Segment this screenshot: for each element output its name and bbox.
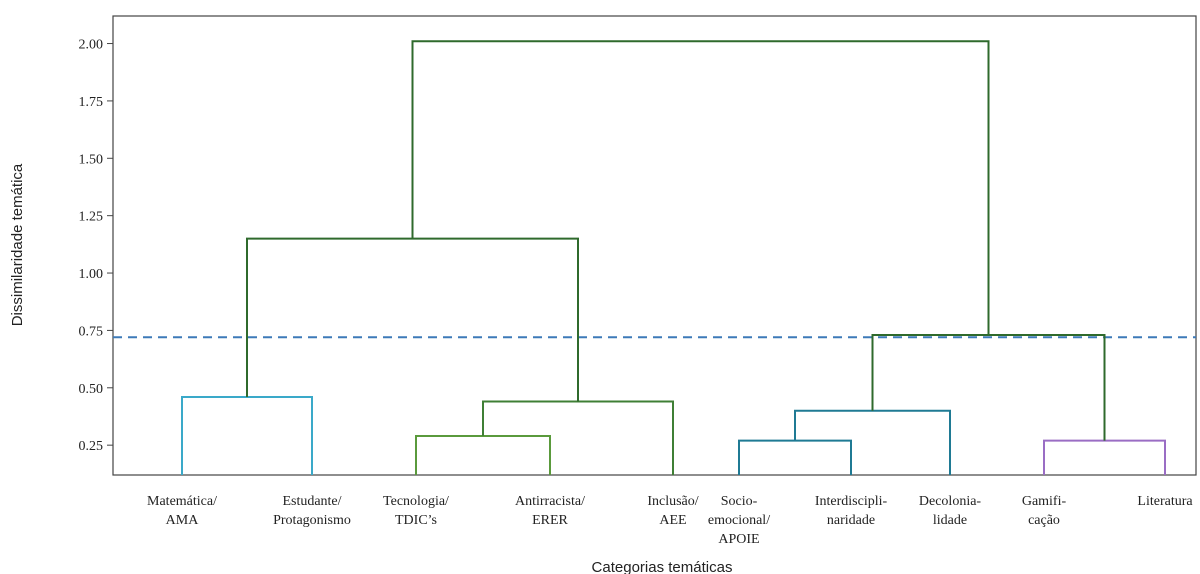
dendrogram-link — [246, 237, 579, 402]
category-label: Decolonia-lidade — [919, 494, 982, 528]
category-label: Gamifi-cação — [1022, 494, 1067, 528]
dendrogram-link — [482, 400, 674, 475]
category-label: Matemática/AMA — [147, 494, 217, 528]
y-tick-label: 0.25 — [79, 439, 104, 454]
plot-frame — [112, 15, 1197, 476]
category-label: Tecnologia/TDIC’s — [383, 494, 449, 528]
y-tick-label: 0.50 — [79, 382, 104, 397]
dendrogram-link — [411, 40, 990, 336]
category-label: Antirracista/ERER — [515, 494, 585, 528]
category-label: Estudante/Protagonismo — [273, 494, 351, 528]
dendrogram-link — [415, 434, 551, 475]
dendrogram-link — [1043, 439, 1166, 475]
category-label: Inclusão/AEE — [647, 494, 698, 528]
dendrogram-link — [738, 439, 852, 475]
dendrogram-link — [871, 334, 1106, 441]
category-label: Interdiscipli-naridade — [815, 494, 888, 528]
y-tick-label: 2.00 — [79, 38, 104, 53]
x-axis-title: Categorias temáticas — [592, 559, 733, 574]
y-axis: 0.25 0.50 0.75 1.00 1.25 1.50 1.75 2.00 — [79, 38, 113, 454]
category-label: Literatura — [1137, 494, 1193, 509]
y-tick-label: 1.75 — [79, 95, 104, 110]
dendrogram-link — [181, 395, 313, 475]
y-tick-label: 1.00 — [79, 267, 104, 282]
y-tick-label: 1.50 — [79, 152, 104, 167]
dendrogram-link — [794, 409, 951, 475]
y-tick-label: 1.25 — [79, 210, 104, 225]
x-axis-labels: Matemática/AMA Estudante/Protagonismo Tecn… — [147, 494, 1193, 547]
dendrogram-links — [181, 40, 1166, 475]
y-tick-label: 0.75 — [79, 324, 104, 339]
category-label: Socio-emocional/APOIE — [708, 494, 770, 547]
y-axis-title: Dissimilaridade temática — [9, 163, 26, 326]
